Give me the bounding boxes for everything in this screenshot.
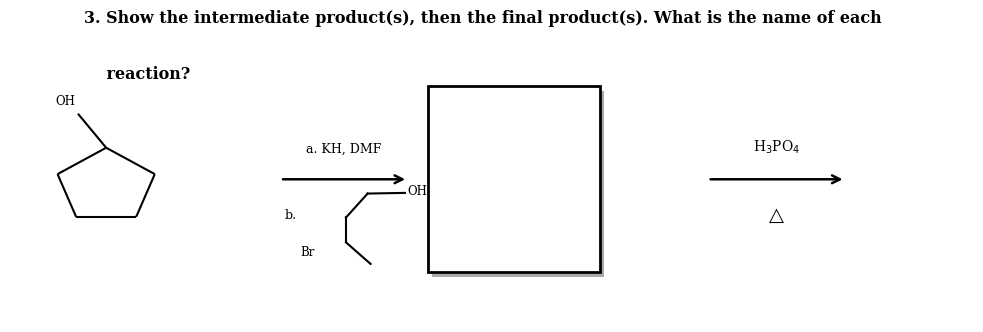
Text: b.: b. (285, 209, 297, 222)
Bar (432, 91, 604, 277)
Text: Br: Br (300, 246, 315, 259)
Text: a. KH, DMF: a. KH, DMF (307, 143, 381, 156)
Text: △: △ (769, 206, 784, 225)
Text: OH: OH (56, 95, 76, 108)
Text: OH: OH (407, 185, 427, 198)
Text: 3. Show the intermediate product(s), then the final product(s). What is the name: 3. Show the intermediate product(s), the… (84, 10, 882, 27)
Text: H$_3$PO$_4$: H$_3$PO$_4$ (753, 139, 800, 156)
Text: reaction?: reaction? (84, 66, 190, 83)
Bar (428, 86, 600, 272)
